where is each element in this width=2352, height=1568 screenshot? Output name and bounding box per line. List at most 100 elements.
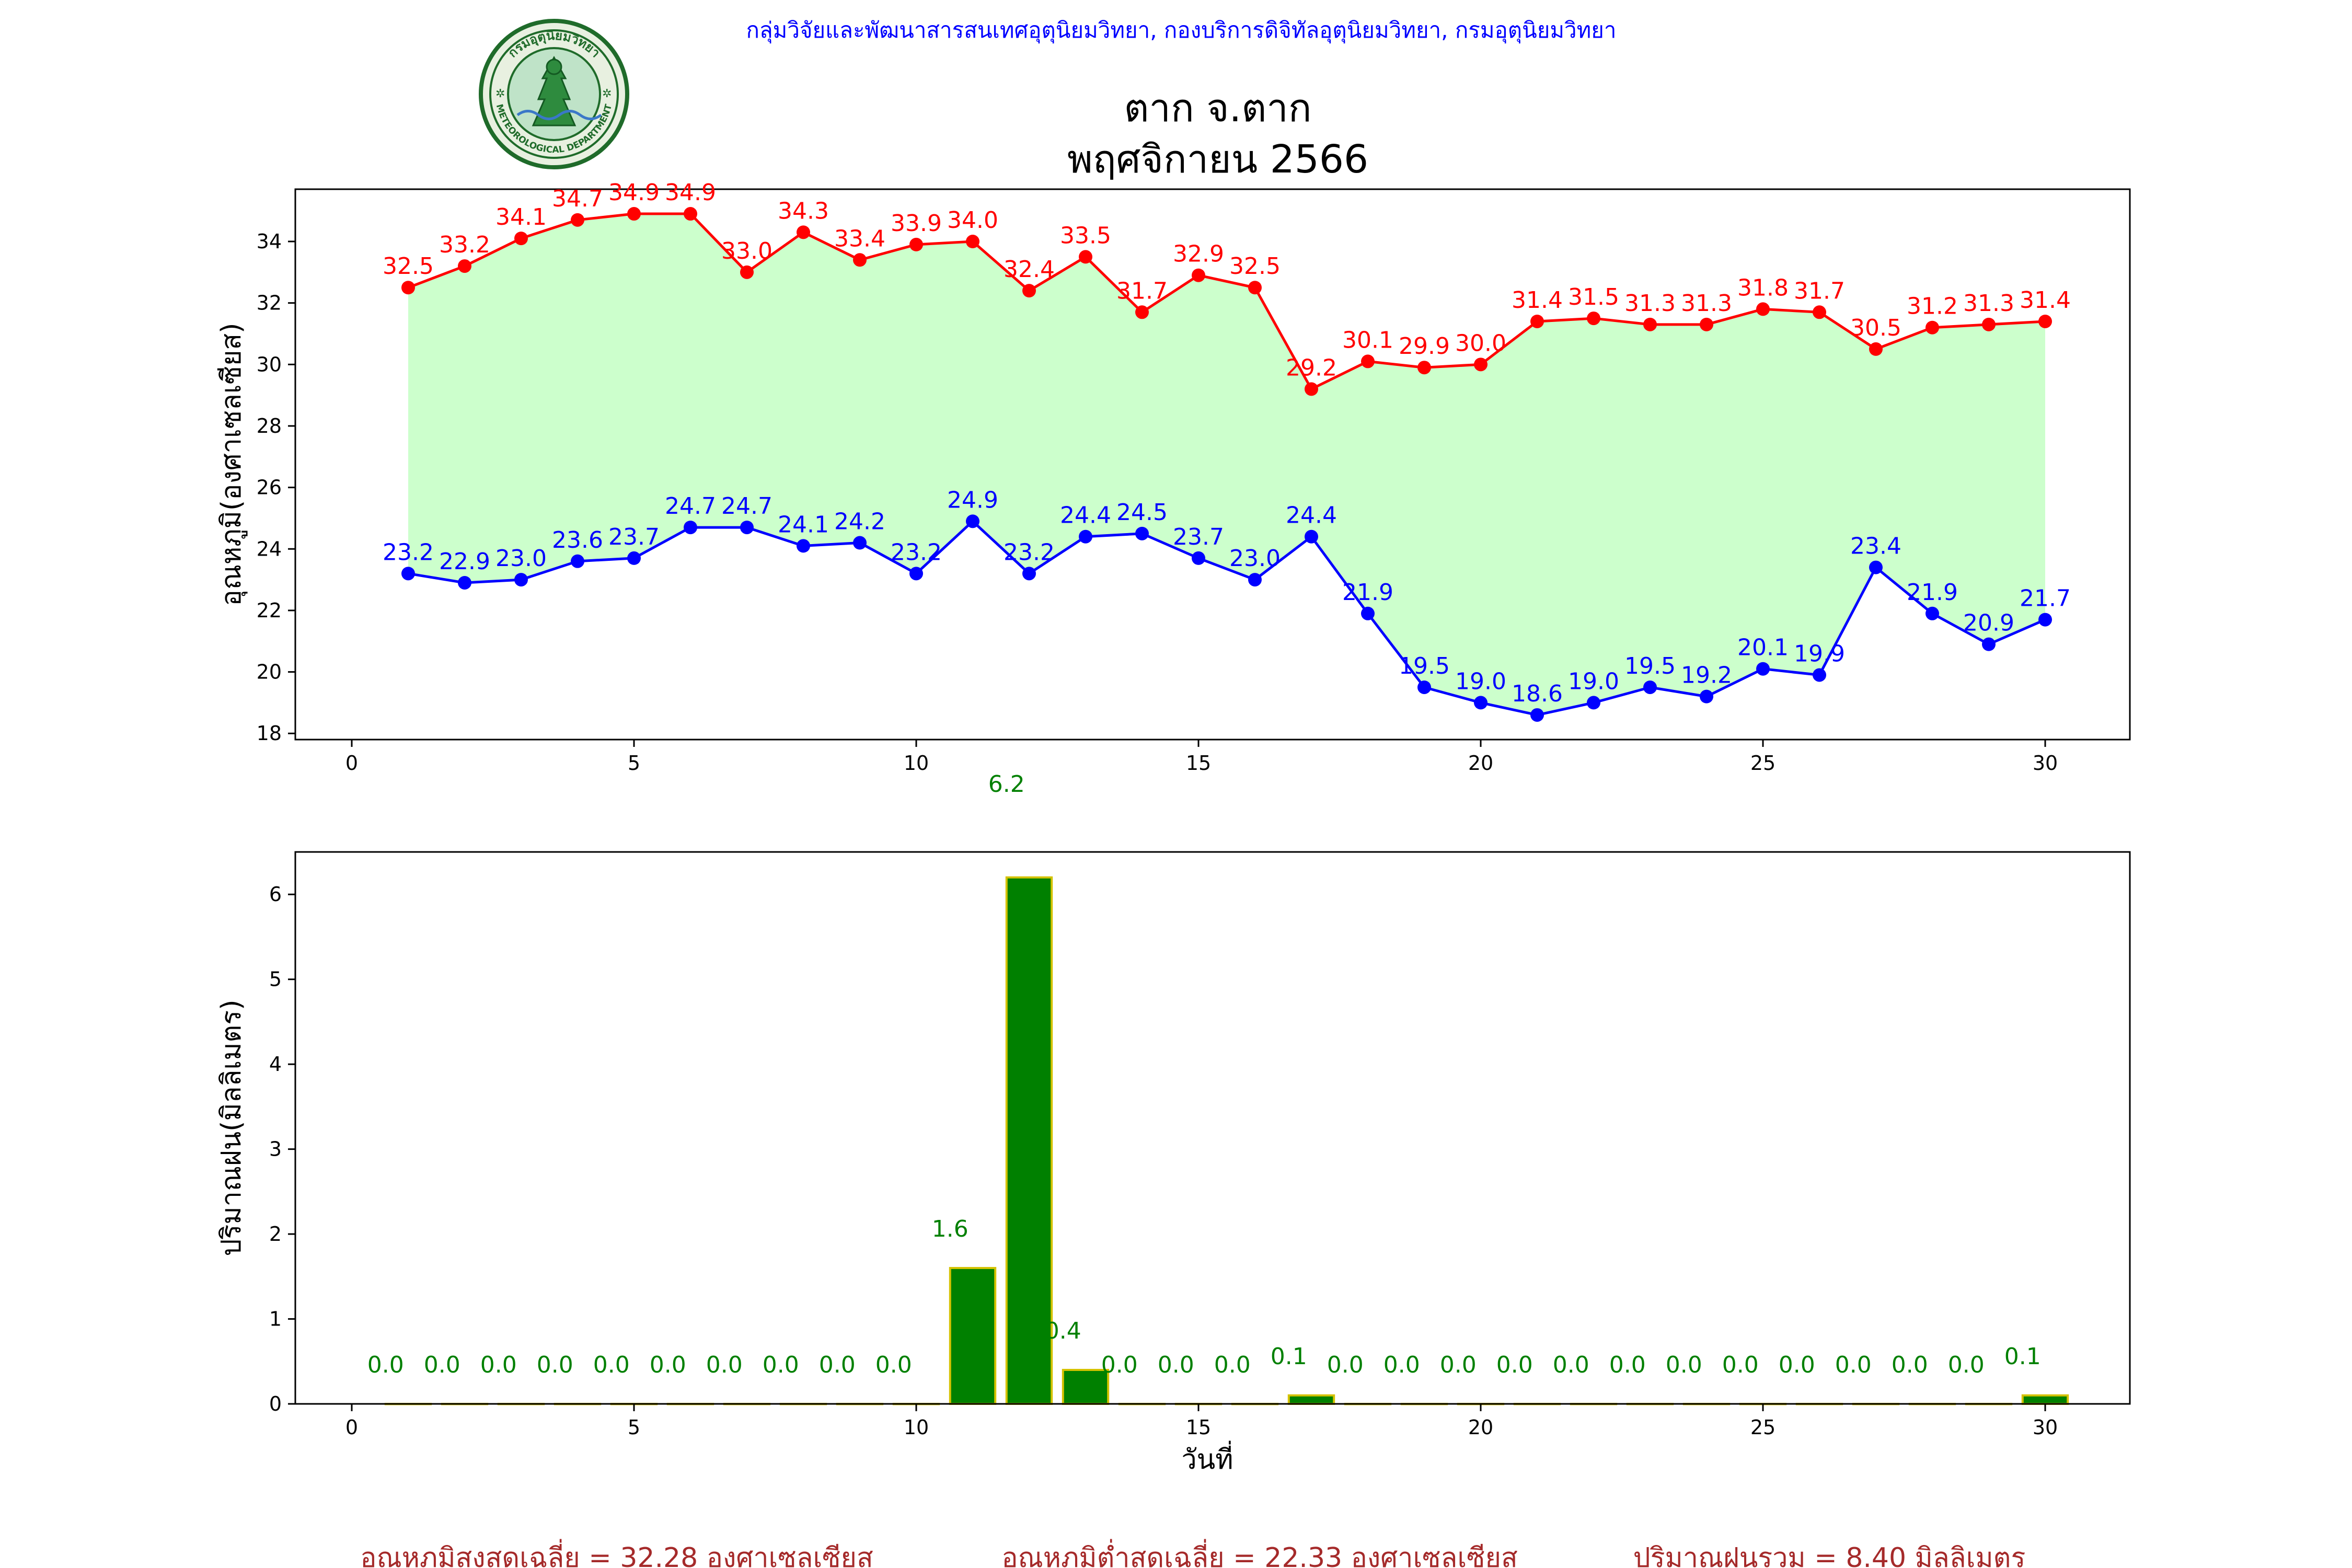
y-tick-label: 32 [257, 292, 282, 315]
max-temperature-point [1474, 358, 1488, 372]
max-temperature-point [1305, 382, 1318, 396]
rain-data-label: 0.1 [1271, 1343, 1307, 1370]
min-temperature-point [1700, 689, 1713, 704]
min-temperature-data-label: 24.4 [1060, 502, 1111, 529]
min-temperature-point [1417, 680, 1431, 694]
min-temperature-point [1248, 573, 1262, 587]
x-tick-label: 25 [1750, 752, 1775, 775]
max-temperature-data-label: 30.0 [1455, 330, 1506, 356]
max-temperature-data-label: 31.7 [1794, 278, 1845, 304]
min-temperature-point [1192, 551, 1205, 565]
rainfall-chart: 0.0 0.0 0.0 0.0 0.0 0.0 0.0 0.0 0.0 0.0 1.6 6.2 0.4 0… [216, 771, 2131, 1475]
min-temperature-data-label: 20.9 [1963, 610, 2014, 637]
max-temperature-data-label: 31.4 [2020, 287, 2071, 314]
x-tick-label: 10 [904, 1416, 929, 1439]
min-temperature-point [966, 514, 979, 528]
min-temperature-point [1135, 526, 1149, 540]
min-temperature-point [1813, 668, 1826, 682]
max-temperature-point [1417, 361, 1431, 375]
max-temperature-data-label: 31.7 [1116, 278, 1168, 304]
rain-data-label: 0.0 [875, 1352, 912, 1378]
max-temperature-data-label: 34.7 [552, 186, 603, 212]
max-temperature-point [1530, 314, 1544, 328]
min-temperature-data-label: 24.2 [834, 509, 885, 535]
x-tick-label: 30 [2033, 752, 2058, 775]
max-temperature-data-label: 29.9 [1399, 333, 1450, 360]
max-temperature-data-label: 32.5 [383, 253, 434, 280]
min-temperature-data-label: 23.7 [1173, 524, 1224, 550]
rain-bar [949, 1267, 997, 1405]
rain-data-label: 0.4 [1045, 1318, 1081, 1344]
max-temperature-point [1982, 317, 1996, 331]
min-temperature-data-label: 24.5 [1116, 499, 1168, 526]
y-tick-label: 26 [257, 476, 282, 499]
max-temperature-data-label: 31.3 [1624, 290, 1676, 317]
min-temperature-point [909, 567, 923, 581]
x-tick-label: 20 [1468, 1416, 1493, 1439]
min-temperature-point [1756, 662, 1770, 676]
max-temperature-point [1361, 354, 1375, 368]
max-temperature-data-label: 33.9 [891, 210, 942, 237]
rain-data-label: 0.0 [424, 1352, 460, 1378]
min-temperature-data-label: 23.4 [1850, 533, 1901, 560]
min-temperature-point [401, 567, 415, 581]
max-temperature-point [1079, 250, 1092, 264]
min-temperature-data-label: 22.9 [439, 548, 490, 575]
min-temperature-point [1869, 560, 1883, 574]
min-temperature-point [627, 551, 641, 565]
max-temperature-point [1135, 305, 1149, 319]
max-temperature-data-label: 34.9 [608, 179, 660, 206]
min-temperature-data-label: 23.2 [383, 539, 434, 566]
x-tick-label: 25 [1750, 1416, 1775, 1439]
max-temperature-data-label: 34.1 [495, 204, 547, 230]
min-temperature-data-label: 19.0 [1568, 668, 1619, 695]
max-temperature-data-label: 32.9 [1173, 241, 1224, 268]
max-temperature-point [458, 259, 471, 273]
min-temperature-point [740, 521, 754, 535]
x-tick-label: 15 [1186, 752, 1211, 775]
min-temperature-point [1079, 529, 1092, 544]
footer-avg-max-temp: อุณหภูมิสูงสุดเฉลี่ย = 32.28 องศาเซลเซีย… [360, 1539, 873, 1568]
min-temperature-data-label: 23.2 [891, 539, 942, 566]
rainfall-plot-frame [294, 851, 2131, 1405]
max-temperature-point [1192, 268, 1205, 282]
rainfall-x-axis-label: วันที่ [1181, 1440, 1233, 1475]
rain-data-label: 0.0 [367, 1352, 404, 1378]
max-temperature-data-label: 31.2 [1907, 293, 1958, 320]
min-temperature-data-label: 23.7 [608, 524, 660, 550]
rain-data-label: 0.0 [1214, 1352, 1251, 1378]
rain-data-label: 0.0 [480, 1352, 517, 1378]
min-temperature-line [408, 519, 2046, 717]
min-temperature-point [1474, 696, 1488, 710]
rain-data-label: 0.1 [2004, 1343, 2041, 1370]
max-temperature-point [1248, 281, 1262, 295]
max-temperature-data-label: 29.2 [1286, 354, 1337, 381]
chart-title-station: ตาก จ.ตาก [1124, 86, 1311, 131]
rain-data-label: 0.0 [763, 1352, 799, 1378]
rain-data-label: 0.0 [1440, 1352, 1477, 1378]
max-temperature-point [909, 237, 923, 251]
max-temperature-data-label: 33.2 [439, 232, 490, 258]
max-temperature-point [1926, 320, 1939, 335]
min-temperature-point [1530, 708, 1544, 722]
max-temperature-data-label: 33.0 [721, 238, 773, 264]
min-temperature-data-label: 23.0 [1229, 545, 1281, 572]
min-temperature-point [2038, 613, 2052, 627]
max-temperature-point [1813, 305, 1826, 319]
rain-data-label: 6.2 [988, 771, 1025, 798]
min-temperature-data-label: 24.7 [665, 493, 716, 520]
max-temperature-point [571, 213, 584, 227]
rain-data-label: 0.0 [706, 1352, 743, 1378]
max-temperature-line [408, 212, 2046, 391]
max-temperature-point [740, 265, 754, 279]
min-temperature-data-label: 24.4 [1286, 502, 1337, 529]
y-tick-label: 18 [257, 722, 282, 745]
rain-data-label: 0.0 [1835, 1352, 1872, 1378]
rain-data-label: 0.0 [1327, 1352, 1364, 1378]
min-temperature-data-label: 19.5 [1624, 653, 1676, 679]
footer-avg-min-temp: อุณหภูมิต่ำสุดเฉลี่ย = 22.33 องศาเซลเซีย… [1001, 1539, 1517, 1568]
temperature-y-axis-label: อุณหภูมิ(องศาเซลเซียส) [216, 323, 248, 606]
rain-data-label: 0.0 [1666, 1352, 1702, 1378]
max-temperature-data-label: 30.1 [1342, 327, 1393, 353]
y-tick-label: 3 [269, 1138, 282, 1161]
